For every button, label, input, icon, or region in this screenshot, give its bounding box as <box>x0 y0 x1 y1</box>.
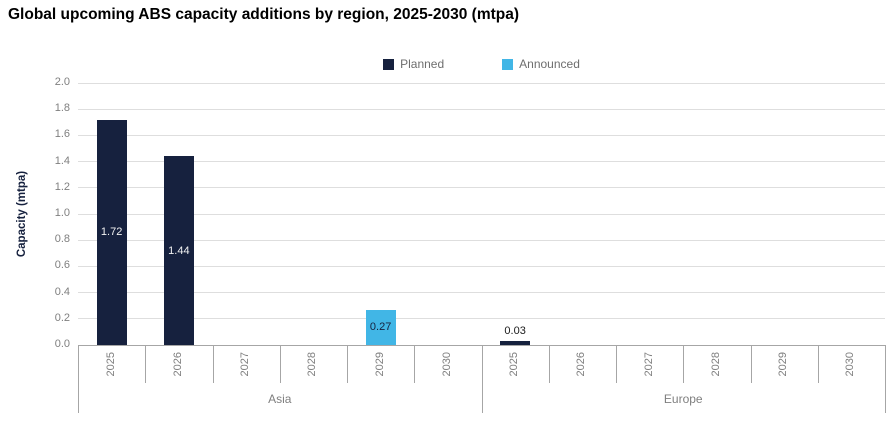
y-tick-label: 2.0 <box>54 76 70 88</box>
gridline <box>78 213 885 215</box>
year-separator-tick <box>683 345 685 383</box>
group-separator-tick <box>78 345 79 413</box>
year-separator-tick <box>548 345 550 383</box>
year-separator-tick <box>616 345 617 383</box>
x-year-label: 2029 <box>373 352 386 377</box>
gridline <box>78 134 885 136</box>
legend-item-announced: Announced <box>502 57 580 71</box>
legend-label: Planned <box>400 57 445 71</box>
x-year-label: 2027 <box>642 352 655 377</box>
gridline <box>78 318 885 320</box>
year-separator-tick <box>347 345 348 383</box>
legend-swatch-planned-icon <box>383 58 395 70</box>
bar-asia-2029 <box>365 309 396 345</box>
group-separator-tick <box>481 345 483 413</box>
y-tick-label: 1.8 <box>54 102 70 115</box>
legend-swatch-announced-icon <box>502 58 514 70</box>
x-year-label: 2025 <box>104 352 117 377</box>
x-year-label: 2028 <box>306 352 319 377</box>
gridline <box>78 161 885 163</box>
bar-value-label: 0.03 <box>504 325 526 338</box>
y-tick-label: 1.0 <box>54 207 70 219</box>
y-tick-label: 0.8 <box>54 233 70 246</box>
year-separator-tick <box>212 345 214 383</box>
legend-label: Announced <box>519 57 580 71</box>
y-tick-label: 0.6 <box>54 259 70 272</box>
x-year-label: 2026 <box>171 352 184 377</box>
region-label-europe: Europe <box>663 392 703 406</box>
year-separator-tick <box>817 345 819 383</box>
group-separator-tick <box>885 345 886 413</box>
y-tick-label: 0.4 <box>54 285 70 298</box>
x-year-label: 2025 <box>508 352 521 377</box>
gridline <box>78 265 885 267</box>
x-year-label: 2030 <box>844 352 857 377</box>
gridline <box>78 187 885 189</box>
chart-title: Global upcoming ABS capacity additions b… <box>8 6 520 23</box>
y-tick-label: 1.4 <box>54 154 70 167</box>
x-year-label: 2028 <box>709 352 722 377</box>
gridline <box>78 292 885 294</box>
year-separator-tick <box>279 345 281 383</box>
bar-europe-2025 <box>500 341 531 345</box>
y-tick-label: 0.2 <box>54 311 70 324</box>
x-year-label: 2027 <box>239 352 252 377</box>
bar-value-label: 0.27 <box>369 321 392 334</box>
bar-value-label: 1.72 <box>100 226 123 239</box>
bar-asia-2026 <box>163 156 194 345</box>
chart-legend: Planned Announced <box>78 57 885 71</box>
year-separator-tick <box>414 345 416 383</box>
y-tick-label: 1.6 <box>54 128 70 141</box>
x-year-label: 2030 <box>440 352 453 377</box>
gridline <box>78 239 885 241</box>
x-year-label: 2029 <box>777 352 790 377</box>
gridline <box>78 82 885 84</box>
gridline <box>78 108 885 110</box>
bar-asia-2025 <box>96 119 127 345</box>
y-tick-label: 1.2 <box>54 180 70 193</box>
year-separator-tick <box>145 345 147 383</box>
x-year-label: 2026 <box>575 352 588 377</box>
y-tick-label: 0.0 <box>54 338 70 350</box>
region-label-asia: Asia <box>268 392 292 406</box>
year-separator-tick <box>750 345 752 383</box>
legend-item-planned: Planned <box>383 57 444 71</box>
bar-value-label: 1.44 <box>168 244 190 257</box>
